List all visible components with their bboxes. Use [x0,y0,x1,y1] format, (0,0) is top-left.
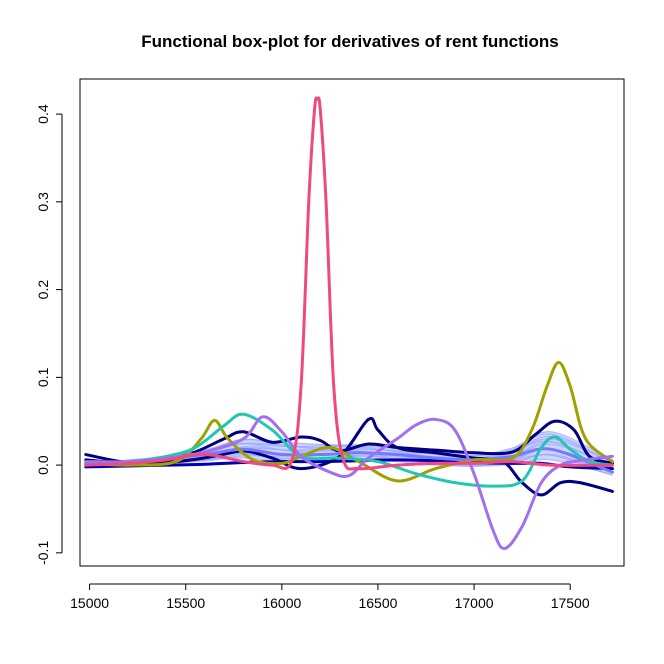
plot-frame [79,78,625,567]
x-tick-label: 17000 [455,595,494,611]
x-tick-label: 15000 [70,595,109,611]
x-tick-label: 16500 [358,595,397,611]
series-line-7 [84,415,614,550]
y-tick-label: 0.1 [35,367,51,387]
series-line-2 [84,419,614,465]
axes: 15000 15500 16000 16500 17000 17500 -0.1 0.0 0.1… [35,104,590,611]
y-tick-label: -0.1 [35,541,51,565]
x-tick-label: 15500 [166,595,205,611]
series-line-6 [84,412,614,488]
y-tick-label: 0.0 [35,455,51,475]
series-line-5 [84,360,614,483]
chart-title: Functional box-plot for derivatives of r… [141,32,558,51]
series-line-8 [84,96,614,471]
x-tick-label: 17500 [551,595,590,611]
plot-area [84,96,614,550]
x-tick-label: 16000 [262,595,301,611]
y-tick-label: 0.3 [35,192,51,212]
y-tick-label: 0.4 [35,104,51,124]
y-tick-label: 0.2 [35,280,51,300]
